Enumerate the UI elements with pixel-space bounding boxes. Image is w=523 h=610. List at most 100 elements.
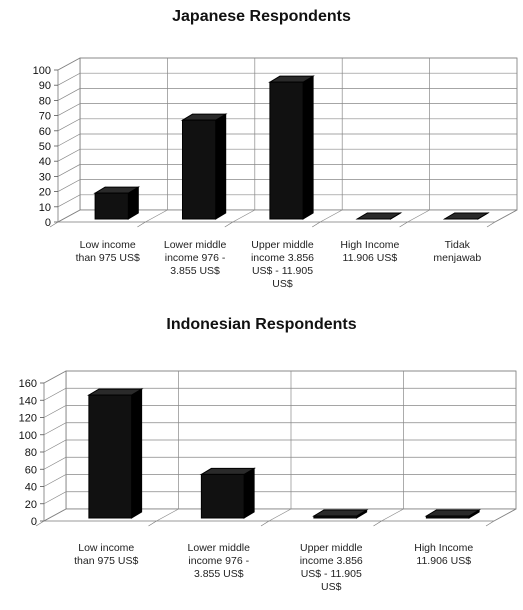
gridline [57, 72, 517, 86]
gridline [57, 133, 517, 147]
x-category-label-line: High Income [414, 542, 473, 554]
x-category-label-line: Upper middle [300, 542, 363, 554]
bar-top [424, 509, 481, 517]
x-tick [137, 221, 146, 228]
x-category-label-line: income 976 - [165, 252, 226, 264]
bar [87, 388, 144, 519]
x-category-label-line: income 3.856 [300, 555, 363, 567]
x-category-label-line: 11.906 US$ [343, 252, 398, 264]
bar-front [425, 515, 470, 519]
x-tick [49, 221, 59, 228]
x-category-label-line: US$ - 11.905 [301, 568, 362, 580]
x-category-label-line: US$ [272, 278, 293, 290]
bar-side [131, 388, 143, 519]
bar-side [243, 467, 255, 519]
x-category-label: High Income 11.906 US$ [340, 239, 399, 264]
bar-front [200, 473, 245, 519]
x-tick [373, 520, 382, 527]
bar [442, 212, 490, 220]
y-tick-label: 60 [25, 464, 37, 476]
gridline [57, 57, 517, 71]
bar [312, 509, 369, 519]
x-tick [148, 520, 157, 527]
x-category-label: Low income than 975 US$ [76, 239, 140, 264]
x-category-label-line: 3.855 US$ [194, 568, 244, 580]
chart-plot-indonesian: 0 20 40 60 80 100 120 140 160 Low income than 975 … [19, 370, 517, 593]
gridline [57, 148, 517, 162]
y-tick-label: 70 [39, 111, 51, 123]
y-tick-label: 40 [39, 156, 51, 168]
bar-front [88, 394, 133, 519]
bar-front [269, 81, 304, 220]
plot-area: 0 10 20 30 40 50 60 70 80 90 100 Low income than 975… [33, 57, 518, 290]
gridline [57, 103, 517, 116]
x-category-label-line: 11.906 US$ [416, 555, 471, 567]
y-tick-label: 100 [19, 430, 37, 442]
bar [424, 509, 481, 519]
y-tick-label: 140 [19, 395, 37, 407]
bar-top [87, 388, 144, 396]
gridline [43, 491, 516, 505]
gridline [43, 422, 516, 436]
x-category-label-line: Lower middle [164, 239, 227, 251]
y-tick-label: 100 [33, 65, 51, 77]
x-category-label-line: than 975 US$ [76, 252, 140, 264]
x-category-label: Upper middle income 3.856 US$ - 11.905 US$ [251, 239, 314, 290]
bar-front [94, 192, 129, 220]
chart-japanese-respondents: Japanese Respondents 0 10 20 30 40 50 60 70 80 90… [33, 8, 518, 290]
gridline [57, 118, 517, 132]
bar-front [313, 515, 358, 519]
bar-side [302, 75, 314, 220]
y-tick-label: 120 [19, 413, 37, 425]
floor-divider [381, 508, 404, 522]
y-tick-label: 0 [31, 516, 37, 528]
y-tick-label: 20 [25, 499, 37, 511]
bar [199, 467, 256, 519]
y-tick-label: 0 [45, 217, 51, 229]
x-tick [260, 520, 270, 527]
y-tick-label: 20 [39, 187, 51, 199]
x-category-label-line: High Income [340, 239, 399, 251]
y-tick-label: 90 [39, 80, 51, 92]
gridline [57, 164, 517, 177]
plot-area: 0 20 40 60 80 100 120 140 160 Low income than 975 … [19, 370, 517, 593]
gridline [43, 456, 516, 470]
x-category-label-line: income 976 - [188, 555, 249, 567]
x-tick [399, 221, 408, 228]
x-category-label: Low income than 975 US$ [74, 542, 138, 567]
gridline [43, 439, 516, 453]
gridline [43, 405, 516, 418]
x-category-label: Tidak menjawab [433, 239, 481, 264]
gridline [57, 88, 517, 101]
x-category-label-line: Low income [78, 542, 134, 554]
x-tick [224, 221, 233, 228]
gridline [57, 194, 517, 208]
y-tick-label: 50 [39, 141, 51, 153]
floor-divider [145, 209, 168, 223]
x-tick [312, 221, 321, 228]
chart-plot-japanese: 0 10 20 30 40 50 60 70 80 90 100 Low income than 975… [33, 57, 518, 290]
x-category-label-line: Tidak [445, 239, 471, 251]
x-category-label-line: Low income [80, 239, 136, 251]
bar-top [312, 509, 369, 517]
gridline [43, 370, 516, 384]
chart-title: Indonesian Respondents [166, 316, 357, 333]
floor-divider [232, 209, 255, 223]
x-category-label: Upper middle income 3.856 US$ - 11.905 US$ [300, 542, 363, 593]
floor-divider [156, 508, 179, 522]
floor-divider [407, 209, 430, 223]
floor-divider [320, 209, 343, 223]
bar [355, 212, 403, 220]
x-category-label-line: menjawab [433, 252, 481, 264]
floor-divider [57, 209, 81, 223]
bar-top [199, 467, 256, 475]
x-category-label: Lower middle income 976 -3.855 US$ [164, 239, 227, 277]
x-category-label-line: US$ - 11.905 [252, 265, 313, 277]
gridline [43, 474, 516, 487]
gridline [43, 387, 516, 401]
x-tick [35, 520, 45, 527]
y-tick-label: 10 [39, 202, 51, 214]
bar [93, 186, 141, 220]
x-category-label-line: Upper middle [251, 239, 314, 251]
chart-title: Japanese Respondents [172, 8, 351, 25]
